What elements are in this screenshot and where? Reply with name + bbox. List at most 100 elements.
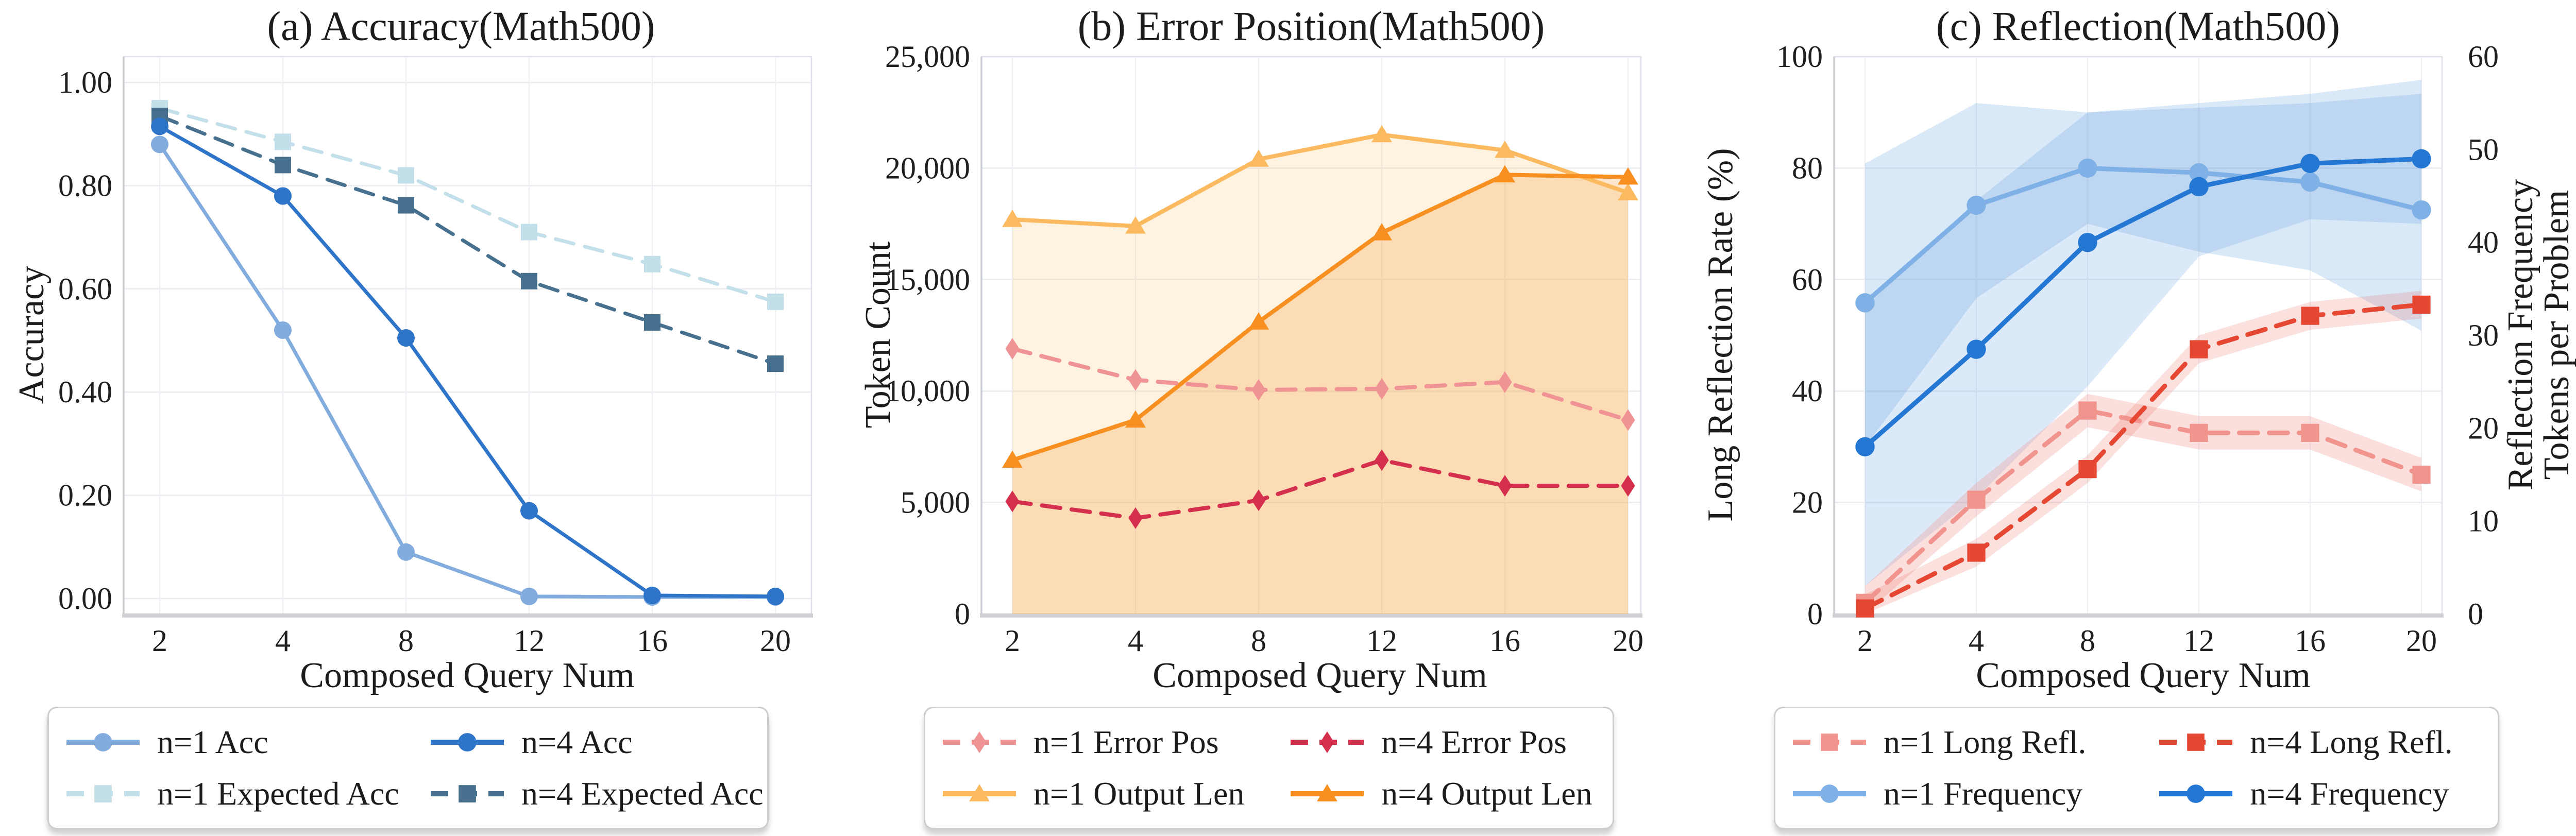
x-tick-label: 12 <box>2183 624 2214 658</box>
legend-item-label: n=4 Error Pos <box>1381 723 1567 760</box>
legend-item-label: n=4 Acc <box>521 723 633 760</box>
legend-line-swatch <box>943 731 1016 753</box>
panel-c-title: (c) Reflection(Math500) <box>1936 4 2341 49</box>
legend-item-label: n=4 Long Refl. <box>2250 723 2453 760</box>
x-tick-label: 4 <box>1969 624 1984 658</box>
panel-b-ylabel: Token Count <box>858 241 898 429</box>
series-line <box>1862 408 2424 605</box>
legend-line-swatch <box>943 784 1016 802</box>
y-tick-label-right: 40 <box>2468 226 2499 260</box>
series-line <box>1010 458 1630 520</box>
legend-item-label: n=1 Output Len <box>1033 775 1245 812</box>
y-tick-label: 20,000 <box>885 151 970 185</box>
panel-c-ylabel-left: Long Reflection Rate (%) <box>1701 148 1740 522</box>
series-line <box>158 124 777 599</box>
legend-item: n=4 Acc <box>429 719 752 765</box>
legend-item: n=1 Expected Acc <box>64 771 429 817</box>
panel-c-xlabel: Composed Query Num <box>1976 656 2311 695</box>
legend-line-swatch <box>2159 784 2233 804</box>
panel-d-ylabel: Tokens per Problem <box>2537 190 2576 480</box>
y-tick-label: 20 <box>1792 486 1823 520</box>
y-tick-label: 10,000 <box>885 374 970 408</box>
y-tick-label: 5,000 <box>901 486 970 520</box>
x-tick-label: 8 <box>398 624 414 658</box>
legend-line-swatch <box>1793 784 1866 804</box>
y-tick-label: 40 <box>1792 374 1823 408</box>
y-tick-label: 0.00 <box>58 582 112 616</box>
y-tick-label: 100 <box>1776 40 1823 74</box>
legend-item: n=4 Long Refl. <box>2157 719 2482 765</box>
series-line <box>1010 173 1630 463</box>
y-tick-label: 60 <box>1792 263 1823 297</box>
panel-b-plot: 0 5,000 10,000 15,000 20,000 25,000 2 4 8 12 16 20 <box>885 40 1643 658</box>
x-tick-label: 12 <box>1366 624 1397 658</box>
y-tick-label: 0.40 <box>58 375 112 409</box>
panel-b-xlabel: Composed Query Num <box>1153 656 1487 695</box>
panel-c-ylabel-right: Reflection Frequency <box>2501 179 2540 491</box>
legend-line-swatch <box>1291 784 1364 802</box>
panel-a-xlabel: Composed Query Num <box>300 656 635 695</box>
legend-item-label: n=4 Expected Acc <box>521 775 764 812</box>
legend-item-label: n=1 Frequency <box>1884 775 2083 812</box>
panel-c-plot: 0 20 40 60 80 100 0 10 20 30 40 50 60 2 4 8 12 16 20 <box>1776 40 2499 658</box>
x-tick-label: 20 <box>1613 624 1643 658</box>
x-tick-label: 2 <box>1857 624 1873 658</box>
legend-line-swatch <box>431 732 504 752</box>
series-line <box>1862 302 2424 611</box>
legend-item: n=4 Output Len <box>1289 771 1597 817</box>
x-tick-label: 20 <box>760 624 791 658</box>
x-tick-label: 16 <box>637 624 668 658</box>
series-line <box>1010 132 1630 228</box>
y-tick-label-right: 60 <box>2468 40 2499 74</box>
panel-a-title: (a) Accuracy(Math500) <box>267 4 655 49</box>
legend-item: n=4 Frequency <box>2157 771 2482 817</box>
legend-item: n=1 Long Refl. <box>1791 719 2157 765</box>
y-tick-label: 80 <box>1792 151 1823 185</box>
y-tick-label: 0 <box>955 597 970 631</box>
y-tick-label: 1.00 <box>58 65 112 99</box>
legend-line-swatch <box>66 785 140 803</box>
panel-b-title: (b) Error Position(Math500) <box>1077 4 1545 49</box>
legend-item-label: n=1 Expected Acc <box>157 775 399 812</box>
y-tick-label-right: 50 <box>2468 132 2499 166</box>
y-tick-label-right: 0 <box>2468 597 2483 631</box>
legend-line-swatch <box>66 732 140 752</box>
legend-item: n=4 Expected Acc <box>429 771 764 817</box>
legend-item-label: n=4 Output Len <box>1381 775 1592 812</box>
x-tick-label: 4 <box>275 624 291 658</box>
legend-panel-c: n=1 Long Refl. n=4 Long Refl. n=1 Frequenc… <box>1774 707 2499 829</box>
x-tick-label: 20 <box>2406 624 2437 658</box>
legend-item-label: n=1 Long Refl. <box>1884 723 2087 760</box>
x-tick-label: 12 <box>514 624 545 658</box>
legend-line-swatch <box>2159 733 2233 751</box>
y-tick-label: 0.60 <box>58 272 112 306</box>
legend-item: n=4 Error Pos <box>1289 719 1597 765</box>
legend-item-label: n=1 Acc <box>157 723 268 760</box>
series-line <box>158 142 777 599</box>
series-line <box>1862 156 2424 449</box>
series-line <box>1010 346 1630 422</box>
x-tick-label: 16 <box>2295 624 2326 658</box>
y-tick-label-right: 20 <box>2468 411 2499 445</box>
x-tick-label: 2 <box>152 624 167 658</box>
legend-panel-b: n=1 Error Pos n=4 Error Pos n=1 Output Len… <box>924 707 1614 829</box>
legend-item: n=1 Acc <box>64 719 429 765</box>
legend-line-swatch <box>431 785 504 803</box>
x-tick-label: 16 <box>1489 624 1520 658</box>
legend-line-swatch <box>1793 733 1866 751</box>
y-tick-label: 0.20 <box>58 479 112 513</box>
y-tick-label: 0.80 <box>58 168 112 202</box>
legend-item-label: n=1 Error Pos <box>1033 723 1219 760</box>
y-tick-label-right: 10 <box>2468 504 2499 538</box>
y-tick-label: 15,000 <box>885 263 970 297</box>
y-tick-label: 25,000 <box>885 40 970 74</box>
y-tick-label: 0 <box>1807 597 1823 631</box>
y-tick-label-right: 30 <box>2468 318 2499 352</box>
legend-item: n=1 Output Len <box>941 771 1289 817</box>
x-tick-label: 4 <box>1128 624 1143 658</box>
x-tick-label: 8 <box>1251 624 1266 658</box>
series-line <box>158 114 777 366</box>
x-tick-label: 8 <box>2080 624 2095 658</box>
